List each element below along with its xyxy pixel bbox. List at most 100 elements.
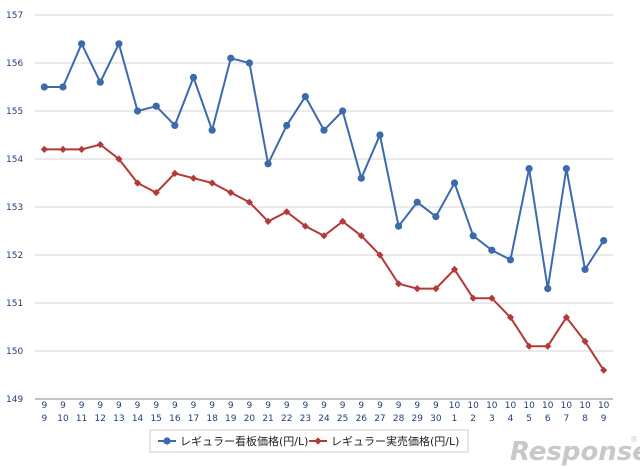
x-tick: 917 bbox=[188, 401, 199, 424]
data-point bbox=[40, 145, 48, 153]
x-tick-day: 20 bbox=[244, 414, 256, 424]
data-point bbox=[208, 126, 216, 134]
watermark: Response ® bbox=[510, 435, 640, 467]
x-tick: 105 bbox=[523, 401, 535, 424]
legend-swatch-marker bbox=[314, 437, 322, 445]
y-tick-label: 157 bbox=[6, 11, 23, 21]
data-point bbox=[78, 40, 86, 48]
x-tick-month: 9 bbox=[265, 401, 271, 411]
x-tick: 101 bbox=[449, 401, 461, 424]
x-tick-month: 9 bbox=[60, 401, 66, 411]
data-point bbox=[320, 232, 328, 240]
x-tick-month: 9 bbox=[79, 401, 85, 411]
y-tick-label: 149 bbox=[6, 395, 23, 405]
x-tick: 103 bbox=[486, 401, 498, 424]
legend-swatch-marker bbox=[163, 437, 171, 445]
series-1 bbox=[40, 40, 608, 293]
x-tick-month: 9 bbox=[247, 401, 253, 411]
data-point bbox=[301, 93, 309, 101]
series-2 bbox=[40, 141, 608, 374]
series-line bbox=[44, 143, 605, 371]
watermark-registered-mark: ® bbox=[630, 435, 638, 444]
gridlines bbox=[35, 14, 613, 352]
data-point bbox=[320, 126, 328, 134]
x-tick-month: 10 bbox=[579, 401, 591, 411]
data-point bbox=[245, 59, 254, 67]
data-point bbox=[581, 337, 589, 345]
x-tick: 927 bbox=[374, 401, 385, 424]
x-tick-month: 9 bbox=[433, 401, 439, 411]
y-tick-label: 156 bbox=[6, 59, 23, 69]
data-point bbox=[283, 208, 291, 216]
data-point bbox=[450, 265, 459, 273]
data-point bbox=[133, 107, 142, 115]
data-point bbox=[152, 189, 160, 197]
x-tick-day: 7 bbox=[564, 414, 570, 424]
x-tick-month: 9 bbox=[358, 401, 364, 411]
data-point bbox=[544, 285, 552, 293]
legend-label: レギュラー実売価格(円/L) bbox=[331, 434, 459, 448]
data-point bbox=[208, 179, 216, 187]
series bbox=[40, 40, 608, 374]
x-tick-month: 10 bbox=[486, 401, 498, 411]
x-tick: 926 bbox=[356, 401, 368, 424]
x-tick-month: 9 bbox=[340, 401, 346, 411]
data-point bbox=[171, 121, 179, 129]
data-point bbox=[171, 169, 179, 177]
x-tick-month: 9 bbox=[191, 401, 197, 411]
x-tick-month: 9 bbox=[116, 401, 122, 411]
y-tick-label: 154 bbox=[6, 155, 23, 165]
x-tick-month: 9 bbox=[284, 401, 290, 411]
x-tick-day: 5 bbox=[526, 414, 532, 424]
x-tick-day: 29 bbox=[411, 414, 423, 424]
y-tick-label: 150 bbox=[6, 347, 23, 357]
data-point bbox=[562, 313, 570, 321]
x-tick-day: 28 bbox=[393, 414, 405, 424]
x-tick: 106 bbox=[542, 401, 554, 424]
data-point bbox=[376, 251, 384, 259]
data-point bbox=[78, 145, 86, 153]
x-tick-day: 4 bbox=[508, 414, 514, 424]
x-tick-month: 9 bbox=[414, 401, 420, 411]
x-tick-day: 24 bbox=[318, 414, 330, 424]
data-point bbox=[115, 40, 123, 48]
data-point bbox=[600, 366, 608, 374]
data-point bbox=[133, 179, 142, 187]
x-tick: 923 bbox=[300, 401, 311, 424]
x-tick-month: 9 bbox=[228, 401, 234, 411]
data-point bbox=[488, 294, 496, 302]
legend-label: レギュラー看板価格(円/L) bbox=[180, 434, 308, 448]
data-point bbox=[562, 165, 570, 173]
data-point bbox=[506, 313, 515, 321]
x-tick: 912 bbox=[95, 401, 106, 424]
x-tick: 921 bbox=[262, 401, 273, 424]
data-point bbox=[394, 222, 403, 230]
data-point bbox=[301, 222, 309, 230]
data-point bbox=[96, 141, 104, 149]
x-tick: 919 bbox=[225, 401, 237, 424]
y-tick-label: 153 bbox=[6, 203, 23, 213]
data-point bbox=[59, 145, 67, 153]
data-point bbox=[432, 285, 440, 293]
data-point bbox=[357, 174, 365, 182]
data-point bbox=[245, 198, 254, 206]
x-tick: 109 bbox=[598, 401, 610, 424]
x-tick: 914 bbox=[132, 401, 144, 424]
x-tick-day: 3 bbox=[489, 414, 495, 424]
x-tick-day: 11 bbox=[76, 414, 87, 424]
data-point bbox=[357, 232, 365, 240]
data-point bbox=[227, 54, 235, 62]
data-point bbox=[40, 83, 48, 91]
x-tick: 918 bbox=[206, 401, 218, 424]
watermark-logo: Response bbox=[510, 437, 640, 467]
data-point bbox=[227, 189, 235, 197]
x-tick-day: 15 bbox=[150, 414, 161, 424]
data-point bbox=[413, 285, 421, 293]
x-tick-month: 9 bbox=[377, 401, 383, 411]
x-tick: 99 bbox=[41, 401, 47, 424]
x-tick: 910 bbox=[57, 401, 69, 424]
x-tick: 911 bbox=[76, 401, 87, 424]
data-point bbox=[413, 198, 421, 206]
data-point bbox=[469, 232, 477, 240]
